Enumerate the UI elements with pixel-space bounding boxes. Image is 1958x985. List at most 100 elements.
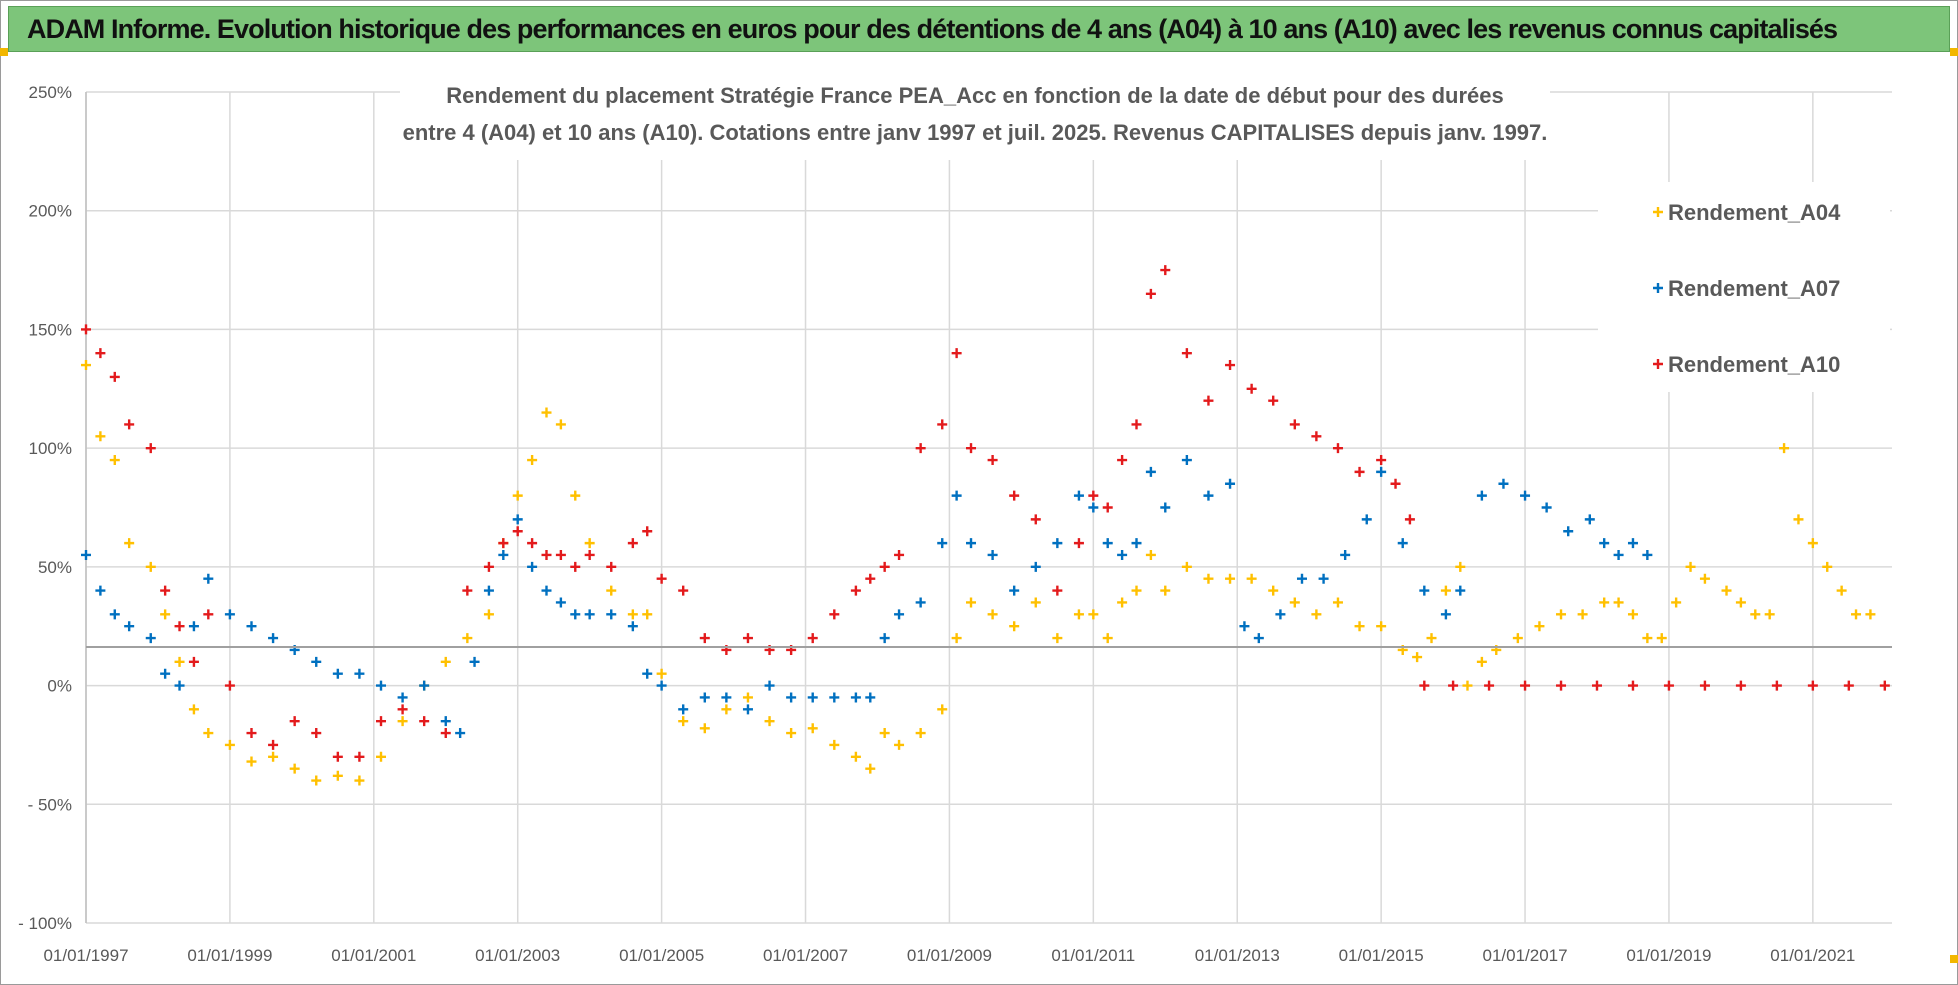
- data-point: [1203, 490, 1214, 501]
- data-point: [1556, 680, 1567, 691]
- y-tick-label: 100%: [29, 439, 72, 458]
- data-point: [951, 348, 962, 359]
- data-point: [332, 770, 343, 781]
- x-tick-label: 01/01/2019: [1626, 946, 1711, 965]
- data-point: [1879, 680, 1890, 691]
- data-point: [124, 621, 135, 632]
- data-point: [1476, 490, 1487, 501]
- data-point: [937, 704, 948, 715]
- data-point: [1440, 585, 1451, 596]
- data-point: [627, 609, 638, 620]
- data-point: [1318, 573, 1329, 584]
- data-point: [246, 728, 257, 739]
- data-point: [311, 656, 322, 667]
- data-point: [1131, 419, 1142, 430]
- data-point: [1246, 573, 1257, 584]
- data-point: [1476, 656, 1487, 667]
- data-point: [1541, 502, 1552, 513]
- data-point: [1088, 609, 1099, 620]
- data-point: [1225, 360, 1236, 371]
- data-point: [807, 723, 818, 734]
- data-point: [642, 668, 653, 679]
- data-point: [829, 739, 840, 750]
- legend-marker: [1653, 283, 1663, 293]
- data-point: [1131, 585, 1142, 596]
- chart-title-line-2: entre 4 (A04) et 10 ans (A10). Cotations…: [403, 120, 1548, 145]
- data-point: [224, 680, 235, 691]
- data-point: [498, 538, 509, 549]
- data-point: [1592, 680, 1602, 691]
- data-point: [512, 526, 523, 537]
- y-tick-label: - 50%: [28, 795, 72, 814]
- data-point: [1685, 561, 1696, 572]
- data-point: [656, 680, 667, 691]
- data-point: [1484, 680, 1495, 691]
- data-point: [160, 609, 171, 620]
- x-tick-label: 01/01/2017: [1482, 946, 1567, 965]
- data-point: [879, 633, 890, 644]
- data-point: [642, 526, 653, 537]
- data-point: [606, 585, 617, 596]
- data-point: [1145, 466, 1156, 477]
- data-point: [1599, 538, 1610, 549]
- data-point: [951, 633, 962, 644]
- data-point: [1699, 680, 1710, 691]
- data-point: [829, 692, 840, 703]
- data-point: [1397, 538, 1408, 549]
- data-point: [455, 728, 466, 739]
- series-Rendement_A07: [81, 455, 1653, 739]
- data-point: [987, 549, 998, 560]
- data-point: [512, 490, 523, 501]
- data-point: [584, 609, 595, 620]
- data-point: [1160, 265, 1171, 276]
- data-point: [1145, 549, 1156, 560]
- data-point: [160, 668, 171, 679]
- data-point: [1181, 455, 1192, 466]
- data-point: [1246, 383, 1257, 394]
- data-point: [678, 585, 689, 596]
- data-point: [1520, 490, 1531, 501]
- data-point: [1750, 609, 1761, 620]
- data-point: [376, 716, 387, 727]
- data-point: [1613, 597, 1624, 608]
- data-point: [397, 716, 408, 727]
- y-tick-label: 0%: [47, 677, 72, 696]
- data-point: [1735, 680, 1746, 691]
- data-point: [570, 490, 581, 501]
- data-point: [570, 561, 581, 572]
- data-point: [397, 692, 408, 703]
- data-point: [1779, 443, 1790, 454]
- data-point: [95, 431, 106, 442]
- data-point: [1009, 585, 1020, 596]
- data-point: [987, 455, 998, 466]
- data-point: [555, 549, 566, 560]
- data-point: [606, 561, 617, 572]
- data-point: [1073, 538, 1084, 549]
- data-point: [786, 692, 797, 703]
- data-point: [1699, 573, 1710, 584]
- data-point: [188, 621, 199, 632]
- data-point: [1613, 549, 1624, 560]
- data-point: [699, 692, 710, 703]
- data-point: [419, 680, 430, 691]
- data-point: [1030, 514, 1041, 525]
- data-point: [1289, 419, 1300, 430]
- data-point: [541, 549, 552, 560]
- data-point: [109, 455, 120, 466]
- data-point: [268, 739, 279, 750]
- data-point: [1584, 514, 1595, 525]
- data-point: [807, 692, 818, 703]
- data-point: [894, 549, 905, 560]
- banner-title: ADAM Informe. Evolution historique des p…: [27, 13, 1838, 44]
- data-point: [678, 716, 689, 727]
- data-point: [462, 585, 473, 596]
- data-point: [81, 324, 91, 335]
- data-point: [1009, 621, 1020, 632]
- data-point: [1498, 478, 1509, 489]
- data-point: [512, 514, 523, 525]
- data-point: [1102, 502, 1113, 513]
- data-point: [109, 609, 120, 620]
- data-point: [1865, 609, 1876, 620]
- data-point: [1419, 680, 1430, 691]
- data-point: [1311, 609, 1322, 620]
